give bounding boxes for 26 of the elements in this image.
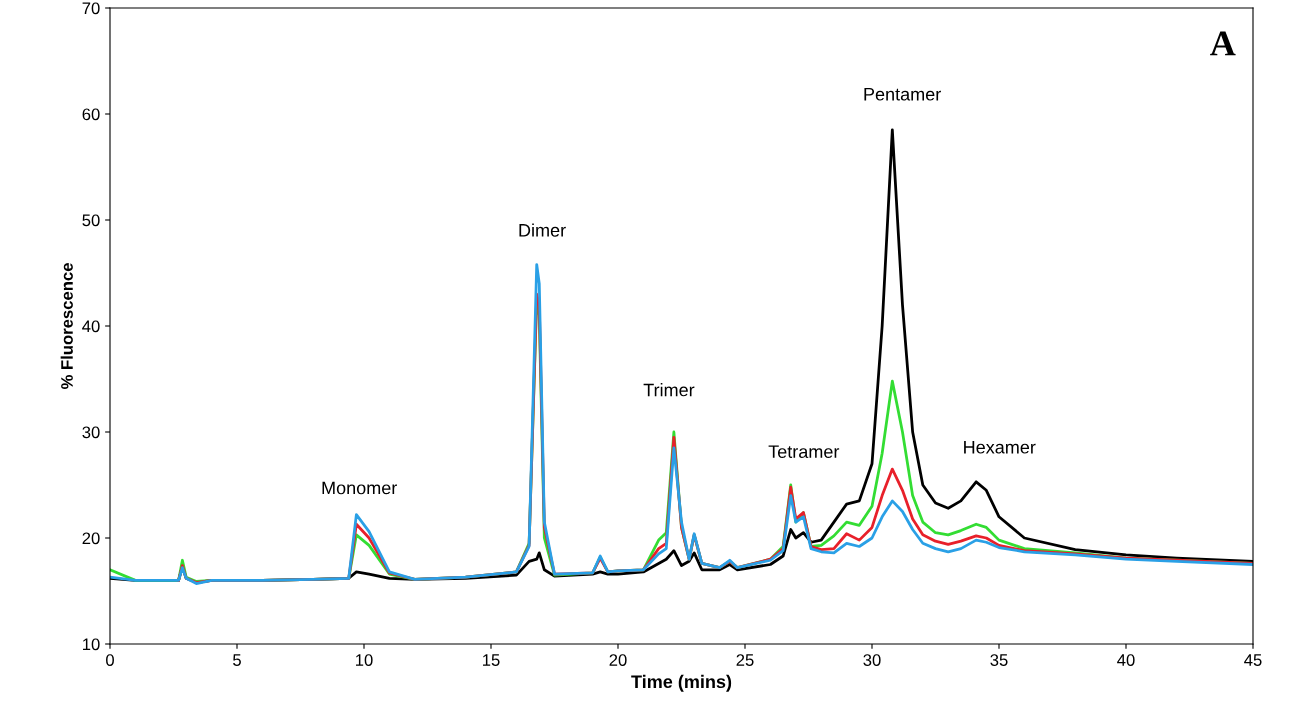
annotation: Pentamer xyxy=(864,88,941,101)
y-tick-label: 10 xyxy=(83,638,100,651)
annotation: Dimer xyxy=(519,223,566,237)
x-tick-label: 0 xyxy=(106,654,114,666)
annotation: Tetramer xyxy=(768,445,840,459)
y-tick-label: 60 xyxy=(82,108,100,121)
y-tick-label: 40 xyxy=(82,320,100,333)
x-tick-label: 5 xyxy=(233,654,241,666)
y-tick-label: 30 xyxy=(82,426,100,439)
x-tick-label: 45 xyxy=(1244,654,1262,666)
x-tick-label: 10 xyxy=(356,654,373,666)
x-tick-label: 20 xyxy=(609,654,627,666)
annotation: Hexamer xyxy=(964,441,1036,454)
y-tick-label: 20 xyxy=(82,532,100,545)
y-axis-title: % Fluorescence xyxy=(60,263,73,390)
x-tick-label: 25 xyxy=(736,654,754,666)
y-tick-label: 70 xyxy=(82,2,100,15)
annotation: A xyxy=(1210,31,1236,56)
x-tick-label: 30 xyxy=(863,654,881,666)
annotation: Monomer xyxy=(322,481,398,495)
y-tick-label: 50 xyxy=(82,214,100,227)
x-axis-title: Time (mins) xyxy=(631,674,732,692)
x-tick-label: 35 xyxy=(990,654,1008,666)
x-tick-label: 15 xyxy=(483,654,500,666)
x-tick-label: 40 xyxy=(1117,654,1135,666)
annotation: Trimer xyxy=(643,383,695,397)
